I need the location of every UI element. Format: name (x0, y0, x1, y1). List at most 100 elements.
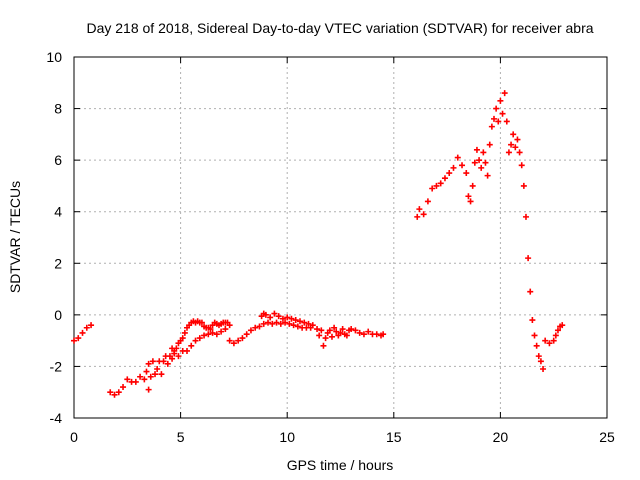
data-point (286, 320, 293, 327)
data-point (309, 322, 316, 329)
data-point (497, 97, 504, 104)
data-point (437, 180, 444, 187)
data-point (169, 355, 176, 362)
data-point (542, 337, 549, 344)
data-point (473, 146, 480, 153)
data-point (243, 331, 250, 338)
data-point (505, 149, 512, 156)
data-point (179, 335, 186, 342)
data-point (149, 358, 156, 365)
data-point (196, 335, 203, 342)
data-point (154, 366, 161, 373)
data-point (316, 332, 323, 339)
data-point (508, 141, 515, 148)
x-tick-label: 20 (493, 429, 509, 445)
data-point (158, 371, 165, 378)
data-point (256, 323, 263, 330)
y-tick-label: 6 (54, 152, 62, 168)
data-point (132, 378, 139, 385)
y-tick-label: 8 (54, 101, 62, 117)
data-point (79, 329, 86, 336)
data-point (275, 313, 282, 320)
data-point (420, 211, 427, 218)
data-point (145, 386, 152, 393)
data-point (207, 326, 214, 333)
x-tick-label: 15 (386, 429, 402, 445)
data-point (262, 311, 269, 318)
data-point (305, 320, 312, 327)
data-point (152, 371, 159, 378)
data-point (493, 105, 500, 112)
data-point (552, 332, 559, 339)
data-point (292, 317, 299, 324)
data-point (171, 350, 178, 357)
data-point (294, 323, 301, 330)
x-tick-label: 5 (177, 429, 185, 445)
data-point (277, 320, 284, 327)
data-point (226, 337, 233, 344)
plot-frame (73, 56, 608, 419)
data-point (414, 213, 421, 220)
data-point (520, 182, 527, 189)
data-point (290, 322, 297, 329)
data-point (495, 118, 502, 125)
data-point (429, 185, 436, 192)
data-point (337, 329, 344, 336)
data-point (111, 391, 118, 398)
data-point (226, 322, 233, 329)
data-point (537, 358, 544, 365)
data-point (201, 332, 208, 339)
y-tick-label: 0 (54, 307, 62, 323)
data-point (252, 324, 259, 331)
data-point (465, 193, 472, 200)
data-point (164, 360, 171, 367)
data-point (314, 326, 321, 333)
data-point (478, 164, 485, 171)
data-point (328, 333, 335, 340)
y-tick-label: 2 (54, 255, 62, 271)
data-point (296, 318, 303, 325)
data-point (446, 170, 453, 177)
x-tick-label: 10 (279, 429, 295, 445)
data-point (192, 337, 199, 344)
data-point (260, 320, 267, 327)
axis-ticks (73, 56, 608, 419)
data-point (301, 319, 308, 326)
data-point (120, 384, 127, 391)
data-point (488, 123, 495, 130)
data-point (326, 327, 333, 334)
data-point (183, 347, 190, 354)
data-point (499, 110, 506, 117)
data-point (222, 326, 229, 333)
data-point (467, 198, 474, 205)
data-point (365, 328, 372, 335)
data-point (273, 319, 280, 326)
data-point (416, 206, 423, 213)
data-point (356, 329, 363, 336)
data-point (373, 331, 380, 338)
data-point (527, 288, 534, 295)
data-point (265, 319, 272, 326)
data-point (550, 337, 557, 344)
data-point (343, 332, 350, 339)
data-point (531, 332, 538, 339)
data-point (546, 340, 553, 347)
data-point (198, 319, 205, 326)
data-point (533, 342, 540, 349)
y-tick-labels: -4 -2 0 2 4 6 8 10 (46, 49, 62, 426)
y-axis-label: SDTVAR / TECUs (7, 181, 23, 293)
data-point (525, 255, 532, 262)
data-point (463, 170, 470, 177)
data-point (535, 353, 542, 360)
data-point (284, 314, 291, 321)
data-point (433, 182, 440, 189)
data-point (175, 353, 182, 360)
data-point (137, 373, 144, 380)
data-point (267, 314, 274, 321)
data-point (320, 342, 327, 349)
x-tick-labels: 0 5 10 15 20 25 (70, 429, 615, 445)
data-point (424, 198, 431, 205)
data-point (239, 335, 246, 342)
data-point (482, 159, 489, 166)
